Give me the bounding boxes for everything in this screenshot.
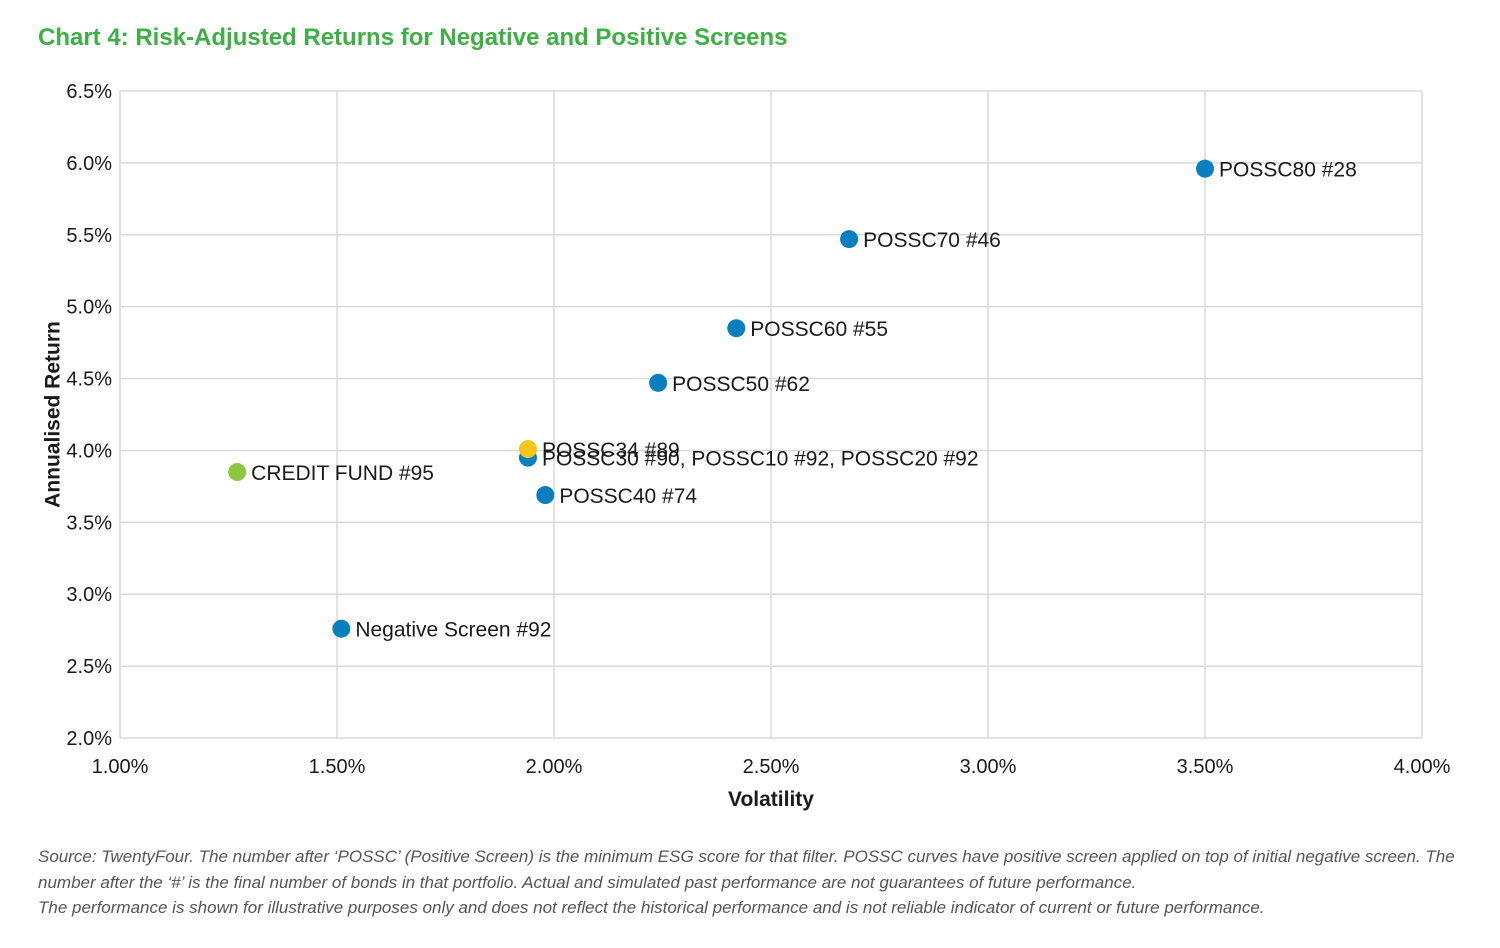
y-tick-label: 3.0% bbox=[66, 584, 112, 606]
data-point-label: POSSC80 #28 bbox=[1219, 159, 1357, 182]
y-tick-label: 6.5% bbox=[66, 81, 112, 103]
source-footnote: Source: TwentyFour. The number after ‘PO… bbox=[38, 844, 1478, 921]
y-tick-label: 6.0% bbox=[66, 153, 112, 175]
data-point bbox=[1196, 159, 1214, 178]
chart-title: Chart 4: Risk-Adjusted Returns for Negat… bbox=[38, 24, 788, 51]
y-tick-label: 4.5% bbox=[66, 369, 112, 391]
scatter-plot: 2.0% 2.5% 3.0% 3.5% 4.0% 4.5% 5.0% 5.5% 6.0% 6.5%… bbox=[41, 81, 1450, 811]
data-point-label: POSSC50 #62 bbox=[672, 373, 810, 396]
x-tick-label: 3.50% bbox=[1177, 756, 1234, 778]
data-point-label: POSSC60 #55 bbox=[750, 318, 888, 341]
gridlines bbox=[119, 90, 1423, 739]
data-point-label: POSSC34 #89 bbox=[542, 439, 680, 462]
x-tick-label: 2.50% bbox=[743, 756, 800, 778]
x-axis-label: Volatility bbox=[728, 788, 814, 811]
data-point bbox=[332, 619, 351, 638]
x-tick-label: 4.00% bbox=[1394, 756, 1451, 778]
y-tick-label: 5.0% bbox=[66, 297, 112, 319]
data-point-label: CREDIT FUND #95 bbox=[251, 462, 434, 485]
data-point bbox=[518, 440, 537, 459]
x-tick-label: 2.00% bbox=[526, 756, 583, 778]
data-points: CREDIT FUND #95 Negative Screen #92 POSSC3… bbox=[228, 159, 1357, 642]
footnote-disclaimer: The performance is shown for illustrativ… bbox=[38, 898, 1265, 917]
y-tick-label: 5.5% bbox=[66, 225, 112, 247]
data-point bbox=[536, 486, 555, 505]
y-axis-label: Annualised Return bbox=[41, 321, 64, 508]
y-tick-label: 2.0% bbox=[66, 728, 112, 750]
data-point bbox=[840, 230, 859, 249]
tick-labels: 2.0% 2.5% 3.0% 3.5% 4.0% 4.5% 5.0% 5.5% 6.0% 6.5%… bbox=[66, 81, 1450, 778]
data-point-label: Negative Screen #92 bbox=[355, 619, 551, 642]
data-point-label: POSSC30 #90, POSSC10 #92, POSSC20 #92 bbox=[542, 448, 979, 471]
y-tick-label: 4.0% bbox=[66, 440, 112, 462]
data-point-label: POSSC70 #46 bbox=[863, 229, 1001, 252]
data-point bbox=[649, 373, 668, 392]
y-tick-label: 2.5% bbox=[66, 656, 112, 678]
x-tick-label: 1.50% bbox=[309, 756, 366, 778]
x-tick-label: 3.00% bbox=[960, 756, 1017, 778]
data-point-label: POSSC40 #74 bbox=[559, 485, 697, 508]
footnote-source: Source: TwentyFour. The number after ‘PO… bbox=[38, 847, 1455, 892]
data-point bbox=[228, 463, 247, 482]
y-tick-label: 3.5% bbox=[66, 512, 112, 534]
x-tick-label: 1.00% bbox=[92, 756, 149, 778]
data-point bbox=[727, 319, 746, 338]
